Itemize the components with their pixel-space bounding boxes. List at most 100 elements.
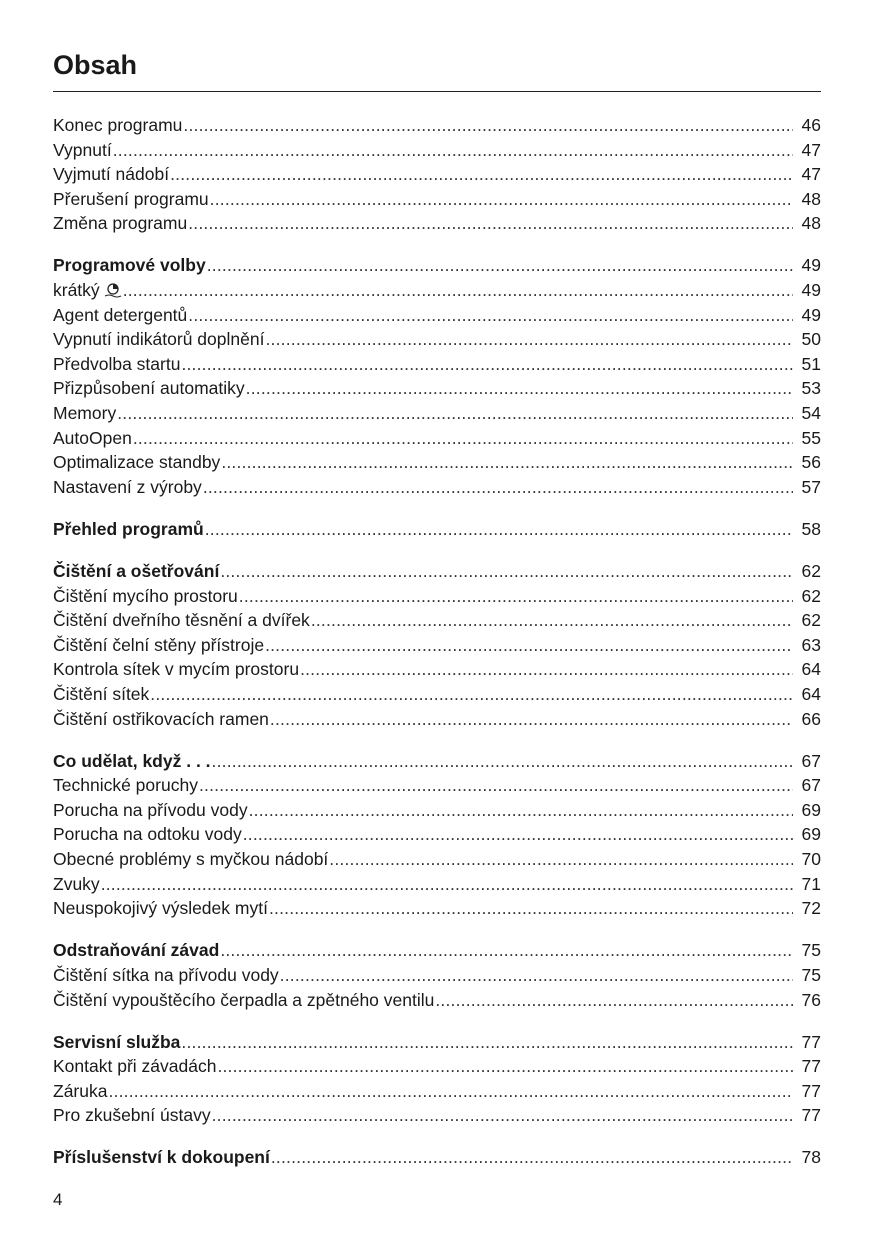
toc-section: Čištění a ošetřování62Čištění mycího pro… bbox=[53, 559, 821, 731]
entry-page-number: 62 bbox=[801, 610, 821, 631]
entry-label-text: AutoOpen bbox=[53, 427, 132, 448]
entry-label-text: Čištění a ošetřování bbox=[53, 561, 220, 581]
toc-entry[interactable]: Vypnutí indikátorů doplnění 50 bbox=[53, 327, 821, 352]
entry-label-text: Vypnutí bbox=[53, 139, 112, 160]
toc-heading-entry[interactable]: Odstraňování závad 75 bbox=[53, 938, 821, 963]
entry-label: Čištění vypouštěcího čerpadla a zpětného… bbox=[53, 988, 434, 1013]
toc-entry[interactable]: Čištění čelní stěny přístroje 63 bbox=[53, 633, 821, 658]
toc-entry[interactable]: Vypnutí 47 bbox=[53, 138, 821, 163]
entry-page-number: 48 bbox=[801, 213, 821, 234]
entry-page-number: 57 bbox=[801, 476, 821, 497]
entry-label-text: Pro zkušební ústavy bbox=[53, 1105, 211, 1126]
dot-leader bbox=[133, 426, 793, 451]
entry-label: Porucha na odtoku vody bbox=[53, 822, 242, 847]
dot-leader bbox=[212, 749, 793, 774]
entry-label-text: Čištění ostřikovacích ramen bbox=[53, 708, 269, 729]
toc-entry[interactable]: Čištění ostřikovacích ramen 66 bbox=[53, 707, 821, 732]
toc-entry[interactable]: Přizpůsobení automatiky 53 bbox=[53, 376, 821, 401]
toc-heading-entry[interactable]: Programové volby 49 bbox=[53, 253, 821, 278]
dot-leader bbox=[181, 352, 793, 377]
toc-entry[interactable]: Čištění sítek 64 bbox=[53, 682, 821, 707]
entry-page-number: 62 bbox=[801, 561, 821, 581]
dot-leader bbox=[220, 559, 793, 584]
entry-page-number: 71 bbox=[801, 873, 821, 894]
toc-heading-entry[interactable]: Co udělat, když . . . 67 bbox=[53, 749, 821, 774]
entry-label: Nastavení z výroby bbox=[53, 475, 202, 500]
dot-leader bbox=[246, 376, 793, 401]
entry-page-number: 76 bbox=[801, 989, 821, 1010]
entry-label: Vypnutí bbox=[53, 138, 112, 163]
toc-entry[interactable]: Memory 54 bbox=[53, 401, 821, 426]
toc-entry[interactable]: Konec programu 46 bbox=[53, 113, 821, 138]
entry-label: Čištění dveřního těsnění a dvířek bbox=[53, 608, 310, 633]
toc-entry[interactable]: Čištění dveřního těsnění a dvířek 62 bbox=[53, 608, 821, 633]
toc-entry[interactable]: Porucha na přívodu vody 69 bbox=[53, 798, 821, 823]
entry-page-number: 46 bbox=[801, 115, 821, 135]
entry-page-number: 53 bbox=[801, 378, 821, 399]
toc-entry[interactable]: Čištění vypouštěcího čerpadla a zpětného… bbox=[53, 988, 821, 1013]
entry-label-text: Vypnutí indikátorů doplnění bbox=[53, 329, 265, 350]
entry-label: Obecné problémy s myčkou nádobí bbox=[53, 847, 328, 872]
dot-leader bbox=[265, 327, 793, 352]
toc-entry[interactable]: Technické poruchy 67 bbox=[53, 773, 821, 798]
dot-leader bbox=[239, 584, 793, 609]
entry-page-number: 69 bbox=[801, 824, 821, 845]
dot-leader bbox=[205, 517, 793, 542]
toc-entry[interactable]: Záruka 77 bbox=[53, 1079, 821, 1104]
toc-entry[interactable]: Porucha na odtoku vody 69 bbox=[53, 822, 821, 847]
table-of-contents: Konec programu 46 Vypnutí 47 Vyjmutí nádobí 4… bbox=[53, 113, 821, 1188]
dot-leader bbox=[311, 608, 793, 633]
entry-label-text: Porucha na přívodu vody bbox=[53, 799, 248, 820]
toc-entry[interactable]: Předvolba startu 51 bbox=[53, 352, 821, 377]
entry-label-text: Přerušení programu bbox=[53, 188, 209, 209]
dot-leader bbox=[265, 633, 793, 658]
dot-leader bbox=[101, 872, 793, 897]
entry-page-number: 77 bbox=[801, 1056, 821, 1077]
toc-section: Příslušenství k dokoupení 78 bbox=[53, 1145, 821, 1170]
toc-heading-entry[interactable]: Příslušenství k dokoupení 78 bbox=[53, 1145, 821, 1170]
toc-entry[interactable]: Čištění sítka na přívodu vody 75 bbox=[53, 963, 821, 988]
entry-label: Čištění mycího prostoru bbox=[53, 584, 238, 609]
entry-label-text: Předvolba startu bbox=[53, 353, 181, 374]
toc-entry[interactable]: Optimalizace standby 56 bbox=[53, 450, 821, 475]
entry-label-text: Konec programu bbox=[53, 115, 183, 135]
entry-label: Kontrola sítek v mycím prostoru bbox=[53, 657, 299, 682]
toc-entry[interactable]: Změna programu 48 bbox=[53, 211, 821, 236]
toc-heading-entry[interactable]: Přehled programů 58 bbox=[53, 517, 821, 542]
toc-heading-entry[interactable]: Servisní služba 77 bbox=[53, 1030, 821, 1055]
toc-entry[interactable]: Vyjmutí nádobí 47 bbox=[53, 162, 821, 187]
entry-label: Memory bbox=[53, 401, 116, 426]
toc-heading-entry[interactable]: Čištění a ošetřování 62 bbox=[53, 559, 821, 584]
entry-label-text: Nastavení z výroby bbox=[53, 476, 202, 497]
entry-label-text: Co udělat, když . . . bbox=[53, 750, 211, 771]
toc-entry[interactable]: Nastavení z výroby 57 bbox=[53, 475, 821, 500]
toc-entry[interactable]: Agent detergentů 49 bbox=[53, 303, 821, 328]
toc-entry[interactable]: krátký 49 bbox=[53, 278, 821, 303]
toc-entry[interactable]: Kontakt při závadách 77 bbox=[53, 1054, 821, 1079]
toc-entry[interactable]: Neuspokojivý výsledek mytí 72 bbox=[53, 896, 821, 921]
dot-leader bbox=[181, 1030, 793, 1055]
entry-label-text: Memory bbox=[53, 403, 117, 424]
entry-page-number: 72 bbox=[801, 898, 821, 919]
toc-entry[interactable]: Kontrola sítek v mycím prostoru 64 bbox=[53, 657, 821, 682]
dot-leader bbox=[210, 187, 793, 212]
toc-entry[interactable]: Obecné problémy s myčkou nádobí 70 bbox=[53, 847, 821, 872]
entry-label-text: Odstraňování závad bbox=[53, 940, 220, 961]
toc-entry[interactable]: Čištění mycího prostoru 62 bbox=[53, 584, 821, 609]
toc-entry[interactable]: Zvuky 71 bbox=[53, 872, 821, 897]
entry-page-number: 75 bbox=[801, 964, 821, 985]
toc-entry[interactable]: Pro zkušební ústavy 77 bbox=[53, 1103, 821, 1128]
entry-page-number: 75 bbox=[801, 940, 821, 961]
entry-page-number: 49 bbox=[801, 280, 821, 301]
dot-leader bbox=[183, 113, 793, 138]
entry-label: Přerušení programu bbox=[53, 187, 209, 212]
entry-label-text: Servisní služba bbox=[53, 1031, 181, 1052]
entry-page-number: 47 bbox=[801, 164, 821, 185]
entry-page-number: 77 bbox=[801, 1105, 821, 1126]
entry-label: Kontakt při závadách bbox=[53, 1054, 216, 1079]
toc-section: Přehled programů 58 bbox=[53, 517, 821, 542]
toc-entry[interactable]: Přerušení programu 48 bbox=[53, 187, 821, 212]
entry-label-text: Obecné problémy s myčkou nádobí bbox=[53, 849, 329, 870]
toc-entry[interactable]: AutoOpen 55 bbox=[53, 426, 821, 451]
